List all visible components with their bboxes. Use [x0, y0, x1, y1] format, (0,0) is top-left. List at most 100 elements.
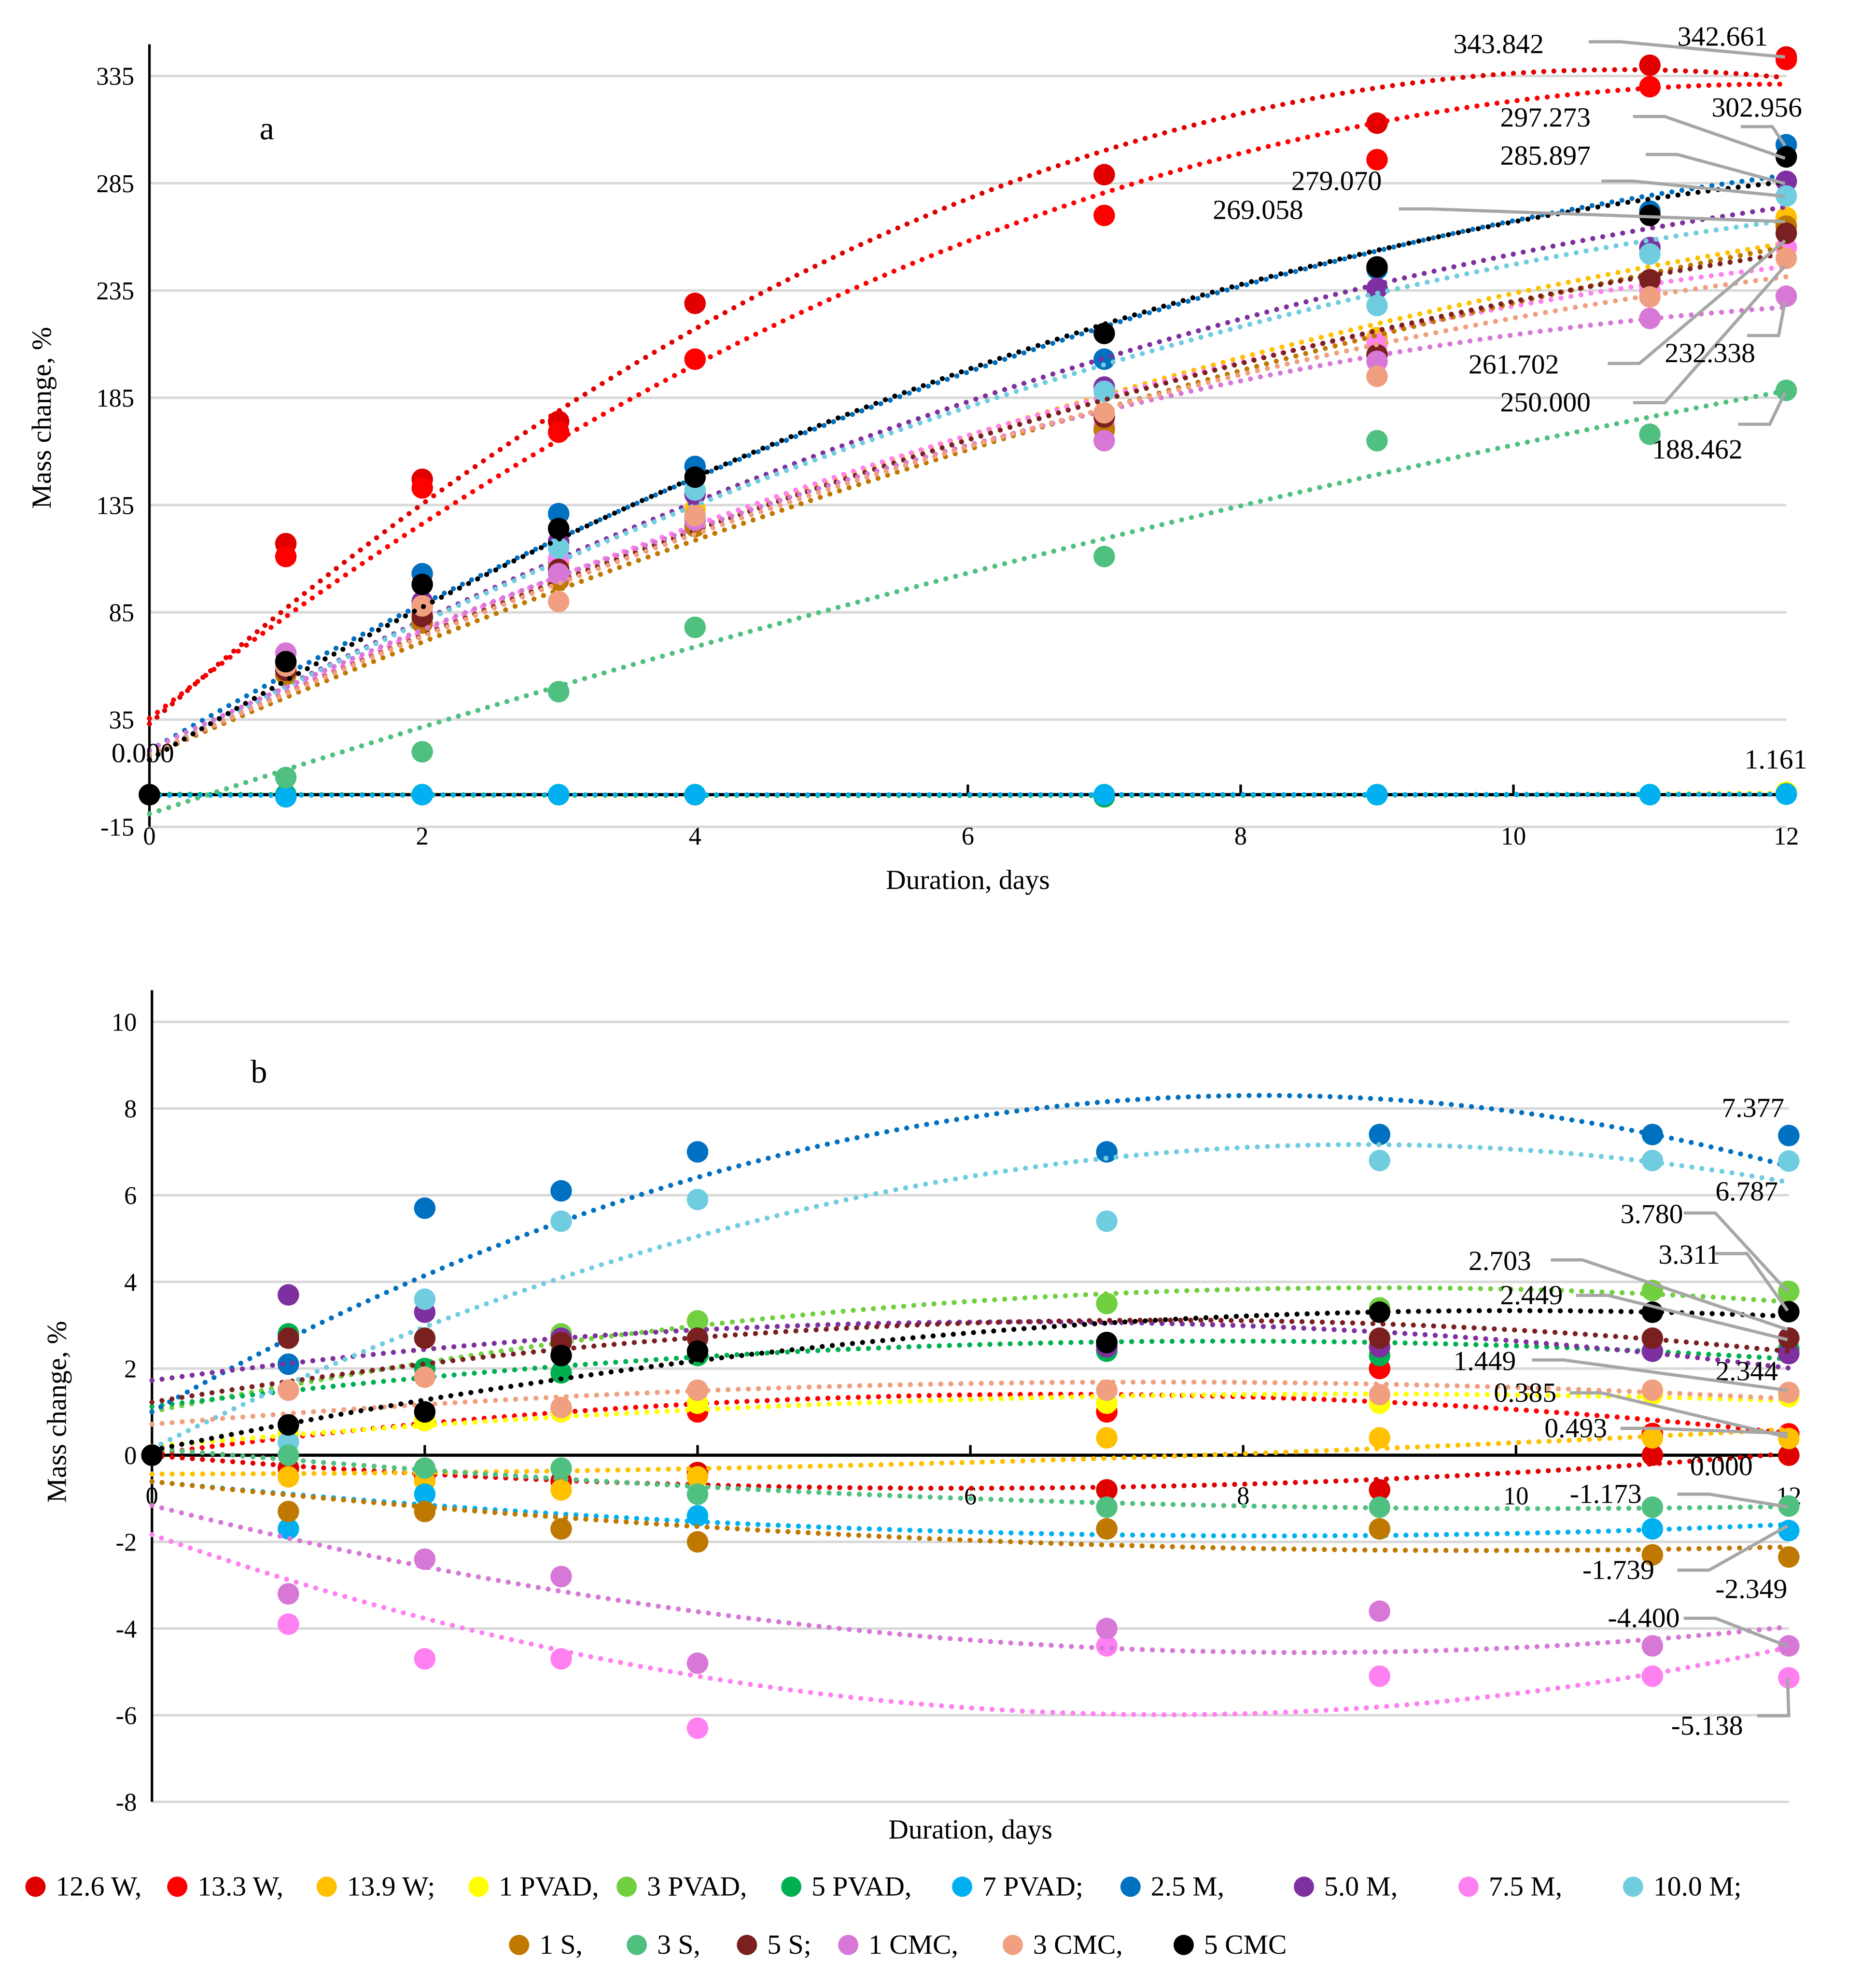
- data-point: [1369, 1124, 1391, 1145]
- y-tick-label: 235: [96, 277, 134, 305]
- data-point: [139, 784, 160, 806]
- data-point: [1775, 146, 1797, 168]
- legend-label: 3 PVAD,: [647, 1872, 747, 1902]
- data-point: [550, 1362, 572, 1384]
- data-point: [141, 1444, 163, 1466]
- legend-label: 2.5 M,: [1151, 1872, 1224, 1902]
- data-point: [1778, 1635, 1800, 1657]
- data-point: [1775, 783, 1797, 805]
- legend-item: 12.6 W,: [25, 1872, 141, 1902]
- legend-label: 5 PVAD,: [812, 1872, 911, 1902]
- data-point: [1641, 1150, 1664, 1171]
- data-point: [1369, 1600, 1391, 1622]
- trendline: [147, 240, 1789, 757]
- data-point: [547, 537, 570, 559]
- data-point: [686, 1466, 709, 1488]
- legend-label: 3 S,: [657, 1930, 700, 1960]
- legend-marker: [25, 1876, 46, 1897]
- legend-item: 1 S,: [509, 1930, 583, 1960]
- data-point: [1775, 285, 1797, 307]
- y-axis-title: Mass change, %: [42, 1321, 72, 1503]
- data-point: [1641, 1635, 1664, 1657]
- series-5-0-m: [139, 170, 1797, 806]
- x-tick-label: 0: [143, 822, 155, 850]
- legend-marker: [952, 1876, 973, 1897]
- data-label: 0.493: [1544, 1413, 1607, 1443]
- data-point: [550, 1479, 572, 1501]
- x-axis-title: Duration, days: [886, 865, 1050, 895]
- data-point: [1369, 1665, 1391, 1687]
- leader-line: [1620, 1426, 1788, 1435]
- x-tick-label: 12: [1774, 822, 1799, 850]
- series-5-s: [139, 222, 1797, 806]
- leader-line: [1683, 1211, 1789, 1293]
- data-point: [1641, 1444, 1664, 1466]
- data-point: [686, 1340, 709, 1362]
- data-point: [1366, 295, 1388, 317]
- trendline: [147, 67, 1789, 727]
- y-tick-label: 85: [109, 599, 134, 627]
- data-point: [1641, 1544, 1664, 1566]
- leader-line: [1551, 1258, 1788, 1331]
- leader-line: [1740, 125, 1787, 147]
- data-label: -4.400: [1608, 1603, 1679, 1634]
- data-point: [547, 591, 570, 613]
- data-point: [275, 650, 297, 673]
- legend-item: 10.0 M;: [1623, 1872, 1742, 1902]
- legend-marker: [167, 1876, 188, 1897]
- trendline: [147, 274, 1789, 758]
- leader-line: [1757, 1678, 1791, 1718]
- legend-item: 13.3 W,: [167, 1872, 283, 1902]
- legend-label: 3 CMC,: [1033, 1930, 1123, 1960]
- data-point: [1641, 1518, 1664, 1540]
- data-point: [686, 1379, 709, 1401]
- legend-item: 1 CMC,: [838, 1930, 958, 1960]
- data-point: [550, 1344, 572, 1367]
- y-tick-label: 10: [112, 1009, 137, 1037]
- legend-marker: [1458, 1876, 1479, 1897]
- data-point: [414, 1483, 436, 1505]
- series-3-s: [139, 380, 1797, 817]
- legend-item: 3 CMC,: [1002, 1930, 1123, 1960]
- legend-label: 1 S,: [539, 1930, 583, 1960]
- panel-label: b: [251, 1053, 267, 1090]
- legend-label: 10.0 M;: [1653, 1872, 1742, 1902]
- data-point: [1641, 1124, 1664, 1145]
- data-label: 232.338: [1665, 338, 1755, 368]
- data-point: [686, 1531, 709, 1553]
- data-label: 297.273: [1500, 102, 1591, 133]
- data-point: [684, 292, 706, 314]
- data-point: [1096, 1379, 1118, 1401]
- data-point: [1775, 247, 1797, 269]
- data-point: [550, 1180, 572, 1202]
- trendline: [149, 1532, 1791, 1718]
- data-point: [684, 505, 706, 527]
- legend-label: 12.6 W,: [56, 1872, 141, 1902]
- data-point: [1639, 423, 1661, 445]
- y-tick-label: -2: [116, 1528, 137, 1556]
- data-point: [550, 1565, 572, 1588]
- data-point: [414, 1288, 436, 1310]
- data-point: [1096, 1427, 1118, 1449]
- y-axis-title: Mass change, %: [27, 327, 57, 508]
- data-point: [1366, 366, 1388, 387]
- series-1-cmc: [141, 1444, 1800, 1674]
- data-point: [547, 784, 570, 806]
- y-tick-label: 8: [124, 1095, 137, 1123]
- data-point: [1369, 1518, 1391, 1540]
- x-tick-label: 6: [962, 822, 974, 850]
- series-10-0-m: [139, 185, 1797, 806]
- legend-item: 7 PVAD;: [952, 1872, 1083, 1902]
- data-label: 269.058: [1213, 195, 1303, 226]
- panel-label: a: [260, 110, 274, 146]
- data-point: [411, 477, 433, 499]
- trendline: [147, 172, 1789, 753]
- leader-line: [1683, 1617, 1788, 1648]
- data-point: [1641, 1665, 1664, 1687]
- data-point: [278, 1613, 299, 1635]
- data-point: [1369, 1150, 1391, 1171]
- data-point: [1778, 1495, 1800, 1517]
- data-point: [1775, 222, 1797, 244]
- trendline: [147, 179, 1789, 762]
- leader-line: [1601, 179, 1785, 198]
